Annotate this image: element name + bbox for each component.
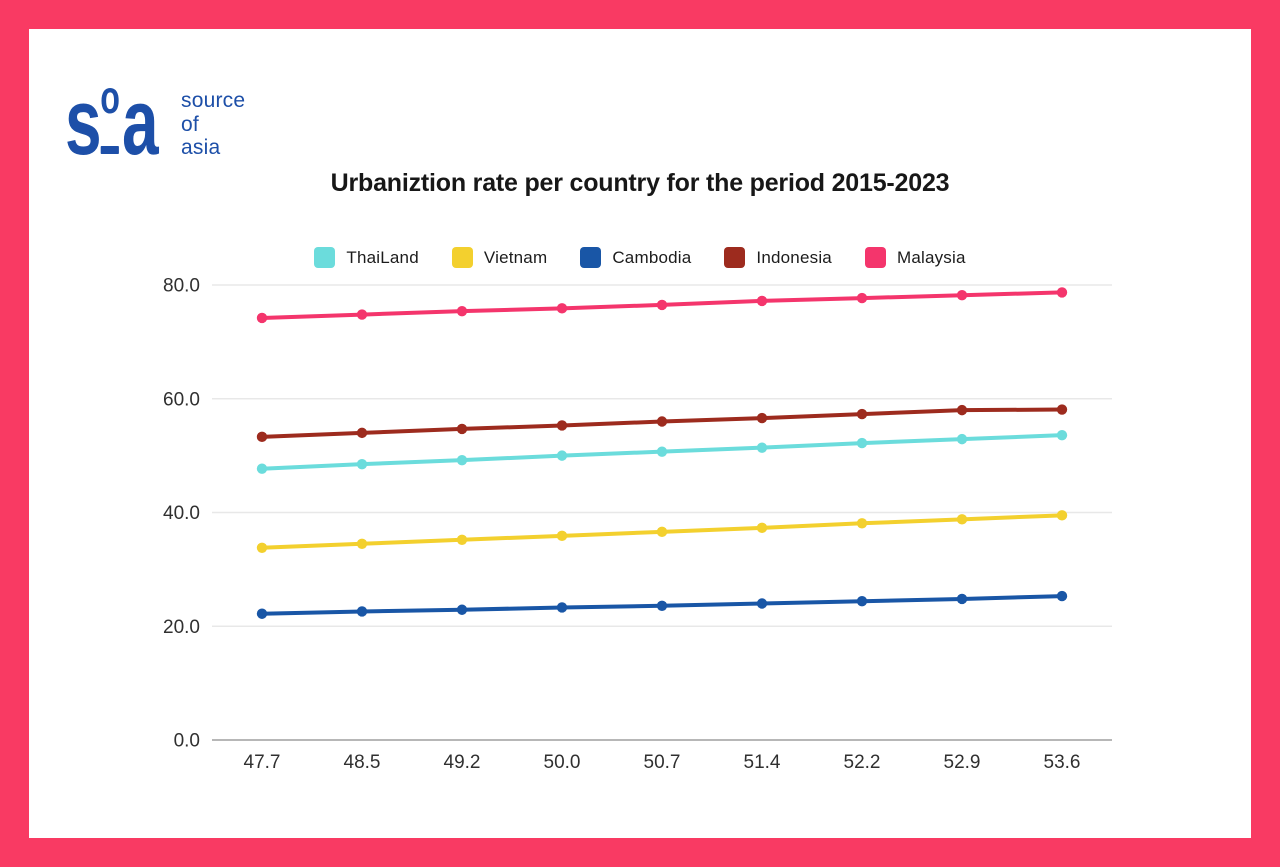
data-point-malaysia-1 — [356, 309, 368, 320]
x-tick-label-50.7: 50.7 — [644, 752, 681, 773]
y-tick-label-60.0: 60.0 — [163, 389, 200, 410]
data-point-indonesia-5 — [756, 412, 768, 424]
data-point-cambodia-7 — [956, 593, 968, 605]
data-point-cambodia-1 — [356, 606, 368, 617]
data-point-vietnam-0 — [256, 542, 268, 553]
data-point-vietnam-3 — [556, 530, 568, 542]
y-tick-label-40.0: 40.0 — [163, 503, 200, 524]
series-cambodia — [256, 590, 1068, 619]
x-tick-label-47.7: 47.7 — [244, 752, 281, 773]
data-point-malaysia-3 — [556, 303, 568, 314]
chart-card: s o a source of asia Urbaniztion rate pe… — [29, 29, 1251, 838]
soa-logo-mark: s o a — [65, 69, 167, 174]
x-tick-label-49.2: 49.2 — [444, 752, 481, 773]
data-point-thailand-3 — [556, 450, 568, 461]
legend-label-indonesia: Indonesia — [756, 247, 832, 267]
data-point-cambodia-3 — [556, 602, 568, 613]
data-point-vietnam-2 — [456, 534, 468, 545]
data-point-cambodia-8 — [1056, 590, 1068, 602]
legend-swatch-thailand — [314, 247, 336, 268]
data-point-malaysia-8 — [1056, 287, 1068, 298]
data-point-cambodia-2 — [456, 604, 468, 615]
data-point-indonesia-6 — [856, 408, 868, 420]
legend-label-thailand: ThaiLand — [346, 247, 419, 267]
logo-letter-s: s — [65, 69, 102, 174]
data-point-thailand-8 — [1056, 429, 1068, 441]
x-tick-label-53.6: 53.6 — [1044, 752, 1081, 773]
y-tick-label-20.0: 20.0 — [163, 617, 200, 638]
x-tick-label-48.5: 48.5 — [344, 752, 381, 773]
data-point-cambodia-6 — [856, 596, 868, 607]
legend-item-vietnam: Vietnam — [451, 247, 548, 268]
data-point-malaysia-4 — [656, 299, 668, 311]
data-point-vietnam-8 — [1056, 510, 1068, 521]
data-point-indonesia-3 — [556, 420, 568, 431]
x-tick-label-52.9: 52.9 — [944, 752, 981, 773]
y-tick-label-80.0: 80.0 — [163, 276, 200, 297]
legend-swatch-indonesia — [724, 247, 746, 268]
data-point-indonesia-0 — [256, 431, 268, 443]
legend-item-malaysia: Malaysia — [864, 247, 966, 268]
data-point-thailand-4 — [656, 446, 668, 457]
data-point-cambodia-0 — [256, 608, 268, 619]
data-point-thailand-7 — [956, 433, 968, 445]
gridlines — [212, 284, 1112, 741]
y-tick-label-0.0: 0.0 — [174, 731, 200, 752]
x-axis-tick-labels: 47.7 48.5 49.2 50.0 50.7 51.4 52.2 52.9 53.6 — [244, 752, 1081, 773]
data-point-malaysia-5 — [756, 295, 768, 307]
data-point-malaysia-0 — [256, 312, 268, 324]
data-point-cambodia-5 — [756, 598, 768, 609]
data-point-indonesia-4 — [656, 416, 668, 427]
logo-underline-bar — [100, 146, 120, 154]
data-point-malaysia-7 — [956, 290, 968, 301]
x-tick-label-50.0: 50.0 — [544, 752, 581, 773]
line-chart: 0.0 20.0 40.0 60.0 80.0 47.7 48.5 49.2 50.0 50.7 5… — [163, 276, 1112, 773]
chart-title: Urbaniztion rate per country for the per… — [330, 169, 950, 197]
series-vietnam — [256, 510, 1068, 553]
legend-item-thailand: ThaiLand — [314, 247, 419, 268]
data-point-indonesia-1 — [356, 427, 368, 439]
legend-label-vietnam: Vietnam — [483, 247, 548, 267]
x-tick-label-51.4: 51.4 — [744, 752, 781, 773]
legend-label-cambodia: Cambodia — [612, 247, 692, 267]
series-malaysia — [256, 287, 1068, 324]
data-point-thailand-5 — [756, 442, 768, 453]
tagline-line-3: asia — [181, 136, 221, 160]
legend-swatch-vietnam — [451, 247, 473, 268]
data-point-thailand-6 — [856, 437, 868, 449]
series-indonesia — [256, 404, 1068, 443]
data-point-vietnam-5 — [756, 522, 768, 534]
data-point-indonesia-7 — [956, 404, 968, 416]
data-point-indonesia-2 — [456, 423, 468, 435]
logo-letter-o-group: o — [98, 74, 122, 159]
chart-legend: ThaiLand Vietnam Cambodia Indonesia Malaysia — [29, 247, 1251, 268]
legend-item-cambodia: Cambodia — [580, 247, 691, 268]
legend-swatch-cambodia — [580, 247, 602, 268]
data-point-thailand-0 — [256, 463, 268, 474]
data-point-thailand-1 — [356, 458, 368, 470]
data-point-cambodia-4 — [656, 600, 668, 611]
logo-tagline: source of asia — [181, 89, 245, 160]
data-point-vietnam-4 — [656, 526, 668, 538]
data-point-vietnam-7 — [956, 514, 968, 525]
logo-letter-o: o — [100, 71, 120, 123]
legend-item-indonesia: Indonesia — [724, 247, 832, 268]
data-point-thailand-2 — [456, 454, 468, 466]
logo-letter-a: a — [121, 69, 159, 174]
source-of-asia-logo: s o a source of asia — [65, 69, 245, 174]
data-point-malaysia-2 — [456, 305, 468, 317]
data-point-vietnam-6 — [856, 518, 868, 529]
series-thailand — [256, 429, 1068, 474]
x-tick-label-52.2: 52.2 — [844, 752, 881, 773]
y-axis-tick-labels: 0.0 20.0 40.0 60.0 80.0 — [163, 276, 200, 752]
tagline-line-1: source — [181, 89, 246, 112]
data-point-malaysia-6 — [856, 292, 868, 304]
legend-swatch-malaysia — [864, 247, 886, 268]
data-point-indonesia-8 — [1056, 404, 1068, 415]
legend-label-malaysia: Malaysia — [896, 247, 966, 267]
data-point-vietnam-1 — [356, 538, 368, 549]
tagline-line-2: of — [181, 112, 199, 136]
